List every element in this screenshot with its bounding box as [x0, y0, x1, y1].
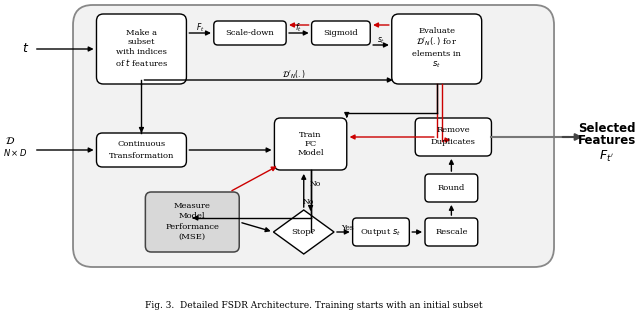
Text: Round: Round [438, 184, 465, 192]
Text: Rescale: Rescale [435, 228, 468, 236]
Text: Transformation: Transformation [109, 152, 174, 160]
FancyBboxPatch shape [97, 133, 186, 167]
FancyBboxPatch shape [415, 118, 492, 156]
Text: $f_t$: $f_t$ [296, 22, 302, 34]
Text: $F_t$: $F_t$ [196, 22, 204, 34]
Text: $N \times D$: $N \times D$ [3, 146, 28, 158]
Text: $\mathcal{D}'_N(.)$: $\mathcal{D}'_N(.)$ [282, 69, 306, 81]
FancyBboxPatch shape [214, 21, 286, 45]
Text: Stop?: Stop? [292, 228, 316, 236]
Text: Sigmoid: Sigmoid [324, 29, 358, 37]
Text: Performance: Performance [165, 223, 220, 231]
Text: $\mathcal{D}$: $\mathcal{D}$ [5, 136, 15, 146]
Text: Features: Features [578, 135, 636, 147]
Text: Duplicates: Duplicates [431, 138, 476, 146]
Text: Train: Train [300, 131, 322, 139]
FancyBboxPatch shape [73, 5, 554, 267]
Text: Selected: Selected [578, 122, 636, 135]
Text: $F_{t'}$: $F_{t'}$ [600, 148, 614, 164]
FancyBboxPatch shape [97, 14, 186, 84]
Text: No: No [310, 180, 321, 188]
Text: Remove: Remove [436, 126, 470, 134]
Text: Scale-down: Scale-down [226, 29, 275, 37]
Text: subset: subset [128, 38, 156, 46]
FancyBboxPatch shape [145, 192, 239, 252]
Text: $t$: $t$ [22, 42, 29, 56]
Text: (MSE): (MSE) [179, 233, 206, 241]
Text: Continuous: Continuous [117, 140, 166, 148]
FancyBboxPatch shape [353, 218, 410, 246]
Text: of $t$ features: of $t$ features [115, 56, 168, 68]
Text: Measure: Measure [174, 202, 211, 210]
Text: $\mathcal{D}'_N(.)$ for: $\mathcal{D}'_N(.)$ for [416, 36, 457, 48]
Text: $s_t$: $s_t$ [377, 36, 385, 46]
Text: Output $s_t$: Output $s_t$ [360, 226, 402, 238]
FancyBboxPatch shape [312, 21, 370, 45]
Text: $s_t$: $s_t$ [432, 60, 441, 70]
Text: elements in: elements in [412, 50, 461, 58]
Text: with indices: with indices [116, 48, 167, 56]
FancyBboxPatch shape [392, 14, 482, 84]
Text: Evaluate: Evaluate [418, 27, 455, 35]
Text: Fig. 3.  Detailed FSDR Architecture. Training starts with an initial subset: Fig. 3. Detailed FSDR Architecture. Trai… [145, 300, 483, 309]
Text: FC: FC [305, 140, 317, 148]
FancyBboxPatch shape [425, 174, 478, 202]
Text: Model: Model [179, 212, 205, 220]
Text: Yes: Yes [341, 224, 354, 232]
Text: Model: Model [297, 149, 324, 157]
FancyBboxPatch shape [275, 118, 347, 170]
Text: Make a: Make a [126, 29, 157, 37]
Polygon shape [273, 210, 334, 254]
Text: No: No [303, 198, 314, 206]
FancyBboxPatch shape [425, 218, 478, 246]
